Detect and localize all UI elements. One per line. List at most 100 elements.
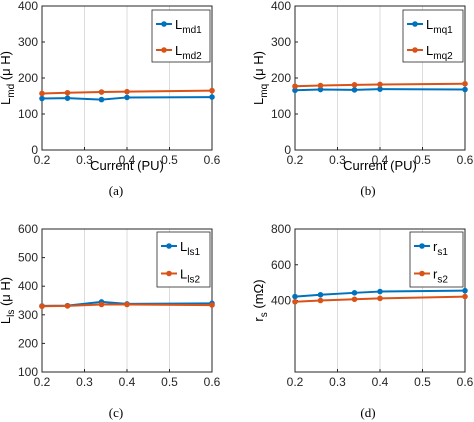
data-point-md1	[98, 96, 105, 103]
legend-swatch-marker	[161, 47, 167, 53]
y-axis-label-sub: md	[6, 84, 17, 98]
data-point-md2	[39, 90, 45, 97]
x-tick-label: 0.5	[161, 375, 178, 389]
y-tick-label: 400	[271, 0, 291, 13]
data-point-s1	[351, 290, 358, 296]
legend-box	[151, 9, 211, 63]
y-tick-label: 400	[271, 294, 291, 308]
data-point-s2	[292, 298, 298, 305]
legend-label: rs1	[433, 239, 448, 258]
y-tick-label: 0	[31, 143, 38, 157]
x-tick-label: 0.4	[119, 153, 136, 167]
y-tick-label: 200	[18, 336, 38, 350]
data-point-s2	[317, 297, 324, 304]
y-axis-label-sub: ls	[6, 310, 17, 317]
legend-label: Lmd1	[175, 17, 202, 36]
data-point-mq1	[317, 86, 324, 93]
y-axis-label: Lls (μ H)	[0, 277, 17, 324]
data-point-md2	[209, 87, 215, 94]
legend-label: Lmq2	[426, 43, 453, 62]
x-tick-label: 0.4	[372, 375, 389, 389]
y-axis-label-unit: (μ H)	[0, 51, 13, 84]
chart-panel-2: 0.2 0.3 0.4 0.5 0.6 100 200 300 400 500 600 Lls (μ …	[0, 222, 221, 389]
x-tick-label: 0.6	[457, 153, 474, 167]
legend-label: Lmq1	[426, 17, 453, 36]
y-tick-label: 200	[271, 71, 291, 85]
legend-swatch-marker	[412, 47, 418, 53]
data-point-mq2	[292, 83, 298, 90]
x-tick-label: 0.3	[329, 375, 346, 389]
y-tick-label: 100	[271, 107, 291, 121]
data-point-ls2	[39, 303, 45, 310]
x-tick-label: 0.5	[414, 153, 431, 167]
data-point-s2	[351, 296, 358, 303]
data-point-s1	[462, 287, 468, 294]
x-axis-label: Current (PU)	[343, 158, 417, 173]
data-point-ls2	[124, 301, 130, 308]
data-point-mq1	[377, 86, 383, 92]
y-tick-label: 0	[284, 143, 291, 157]
y-axis-label: Lmd (μ H)	[0, 51, 17, 105]
legend-label: Lls2	[180, 267, 200, 286]
y-tick-label: 300	[18, 308, 38, 322]
x-axis-label: Current (PU)	[90, 158, 164, 173]
y-axis-label-unit: (mΩ)	[251, 279, 266, 312]
data-point-md1	[64, 95, 71, 101]
y-axis-label-main: r	[251, 317, 266, 322]
data-point-md2	[124, 88, 130, 95]
y-tick-label: 200	[18, 71, 38, 85]
y-tick-label: 300	[18, 35, 38, 49]
data-point-mq1	[351, 87, 358, 93]
y-tick-label: 100	[18, 107, 38, 121]
data-point-s1	[317, 291, 324, 298]
x-tick-label: 0.6	[204, 153, 221, 167]
data-point-md2	[98, 89, 105, 95]
y-axis-label: rs (mΩ)	[251, 279, 270, 321]
data-point-mq2	[377, 81, 383, 88]
data-point-md2	[64, 89, 71, 96]
legend-swatch-marker	[166, 243, 172, 249]
data-point-md1	[39, 95, 45, 102]
legend-swatch-marker	[161, 21, 167, 27]
caption-a: (a)	[108, 183, 124, 198]
data-point-mq2	[317, 82, 324, 89]
y-tick-label: 600	[18, 222, 38, 236]
x-tick-label: 0.5	[414, 375, 431, 389]
y-axis-label-main: L	[0, 98, 13, 105]
legend-box	[402, 9, 464, 63]
y-axis-label-unit: (μ H)	[0, 277, 13, 310]
x-tick-label: 0.4	[119, 375, 136, 389]
legend-label: Lmd2	[175, 43, 202, 62]
data-point-ls2	[64, 303, 71, 309]
chart-panel-3: 0.2 0.3 0.4 0.5 0.6 400 600 800 rs (mΩ) rs1 rs2	[251, 222, 474, 389]
y-tick-label: 600	[271, 258, 291, 272]
data-point-s1	[377, 288, 383, 295]
y-tick-label: 500	[18, 251, 38, 265]
y-tick-label: 100	[18, 365, 38, 379]
y-tick-label: 400	[18, 279, 38, 293]
x-tick-label: 0.2	[34, 153, 51, 167]
x-tick-label: 0.5	[161, 153, 178, 167]
x-tick-label: 0.2	[287, 375, 304, 389]
y-axis-label: Lmq (μ H)	[251, 51, 270, 105]
data-point-mq1	[462, 86, 468, 93]
caption-c: (c)	[108, 405, 124, 420]
x-tick-label: 0.3	[329, 153, 346, 167]
x-tick-label: 0.3	[76, 375, 93, 389]
legend-swatch-marker	[412, 21, 418, 27]
y-tick-label: 300	[271, 35, 291, 49]
legend-swatch-marker	[419, 243, 425, 249]
legend-swatch-marker	[166, 270, 172, 277]
data-point-mq2	[462, 80, 468, 87]
chart-panel-1: 0.2 0.3 0.4 0.5 0.6 0 100 200 300 400 Current (PU)…	[251, 0, 474, 173]
legend-box	[409, 231, 464, 288]
y-axis-label-main: L	[0, 317, 13, 324]
data-point-md1	[124, 94, 130, 101]
x-tick-label: 0.6	[457, 375, 474, 389]
y-axis-label-sub: mq	[259, 84, 270, 98]
data-point-mq2	[351, 82, 358, 88]
y-axis-label-sub: s	[259, 312, 270, 317]
data-point-mq1	[292, 87, 298, 94]
legend-box	[156, 231, 211, 288]
